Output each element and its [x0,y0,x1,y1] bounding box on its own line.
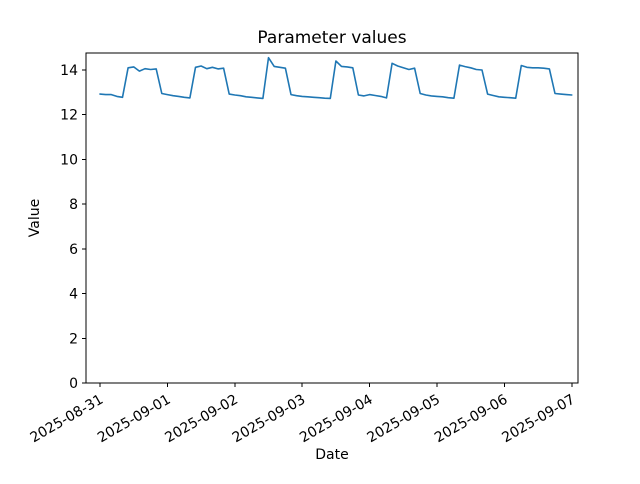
x-axis-label: Date [315,447,348,463]
y-tick-label: 10 [60,152,78,168]
y-axis-label: Value [27,199,43,237]
y-tick-label: 2 [69,331,78,347]
chart-plot-area-group: 024681012142025-08-312025-09-012025-09-0… [28,52,579,447]
x-tick-label: 2025-08-31 [28,392,106,447]
y-tick-label: 8 [69,197,78,213]
x-tick-label: 2025-09-01 [95,392,173,447]
plot-border [85,52,579,384]
parameter-values-line [99,56,573,100]
y-tick-label: 14 [60,63,78,79]
y-tick-label: 12 [60,108,78,124]
chart-title: Parameter values [257,28,406,48]
y-tick-label: 6 [69,242,78,258]
y-tick-label: 0 [69,376,78,392]
y-tick-label: 4 [69,287,78,303]
x-tick-label: 2025-09-02 [162,392,240,447]
x-tick-label: 2025-09-04 [297,392,376,447]
x-tick-label: 2025-09-03 [230,392,308,447]
x-tick-label: 2025-09-05 [365,392,443,447]
x-tick-label: 2025-09-06 [432,392,511,447]
x-tick-label: 2025-09-07 [499,392,577,447]
